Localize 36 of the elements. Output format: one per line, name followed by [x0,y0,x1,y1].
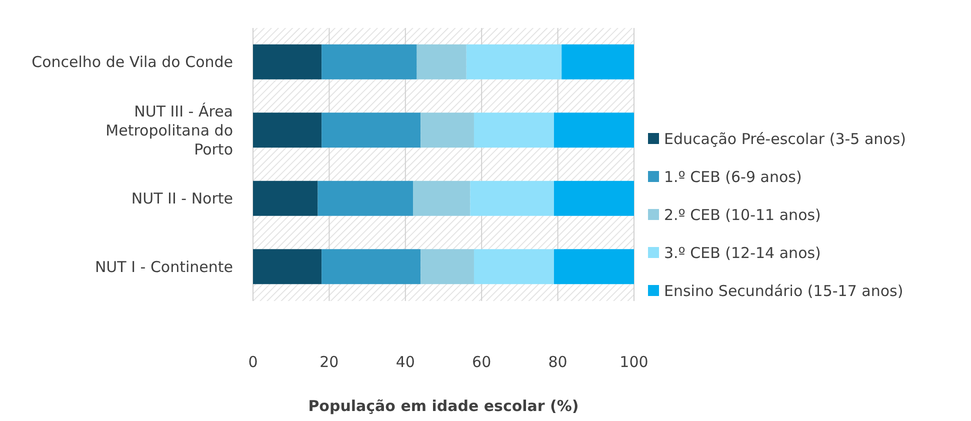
x-tick-label: 100 [620,353,648,371]
bar [466,44,562,80]
bar [562,44,634,80]
bar [554,180,634,216]
x-tick-label: 80 [548,353,568,371]
bar [253,180,318,216]
bar [420,249,474,284]
bar [470,180,554,216]
x-tick-label: 60 [472,353,492,371]
y-tick-label: NUT II - Norte [131,190,233,208]
legend-label: 1.º CEB (6-9 anos) [664,168,802,186]
bar [253,44,322,80]
legend-label: 3.º CEB (12-14 anos) [664,244,821,262]
x-axis-title: População em idade escolar (%) [308,397,579,415]
y-tick-label: NUT III - Área Metropolitana do Porto [106,102,233,158]
bar [554,112,634,148]
bar [420,112,474,148]
bar [322,249,421,284]
bar [554,249,634,284]
bar [318,180,414,216]
y-tick-label: NUT I - Continente [94,258,233,276]
bar [322,112,421,148]
legend-label: 2.º CEB (10-11 anos) [664,206,821,224]
legend-label: Educação Pré-escolar (3-5 anos) [664,130,906,148]
bar [322,44,417,80]
bar [253,112,322,148]
bar [416,44,466,80]
x-tick-label: 0 [248,353,258,371]
bar [253,249,322,284]
y-tick-label: Concelho de Vila do Conde [32,53,233,72]
bar [474,249,554,284]
bar [474,112,554,148]
x-tick-label: 40 [396,353,415,371]
x-tick-label: 20 [320,353,339,371]
legend-label: Ensino Secundário (15-17 anos) [664,282,904,300]
bar [413,180,470,216]
